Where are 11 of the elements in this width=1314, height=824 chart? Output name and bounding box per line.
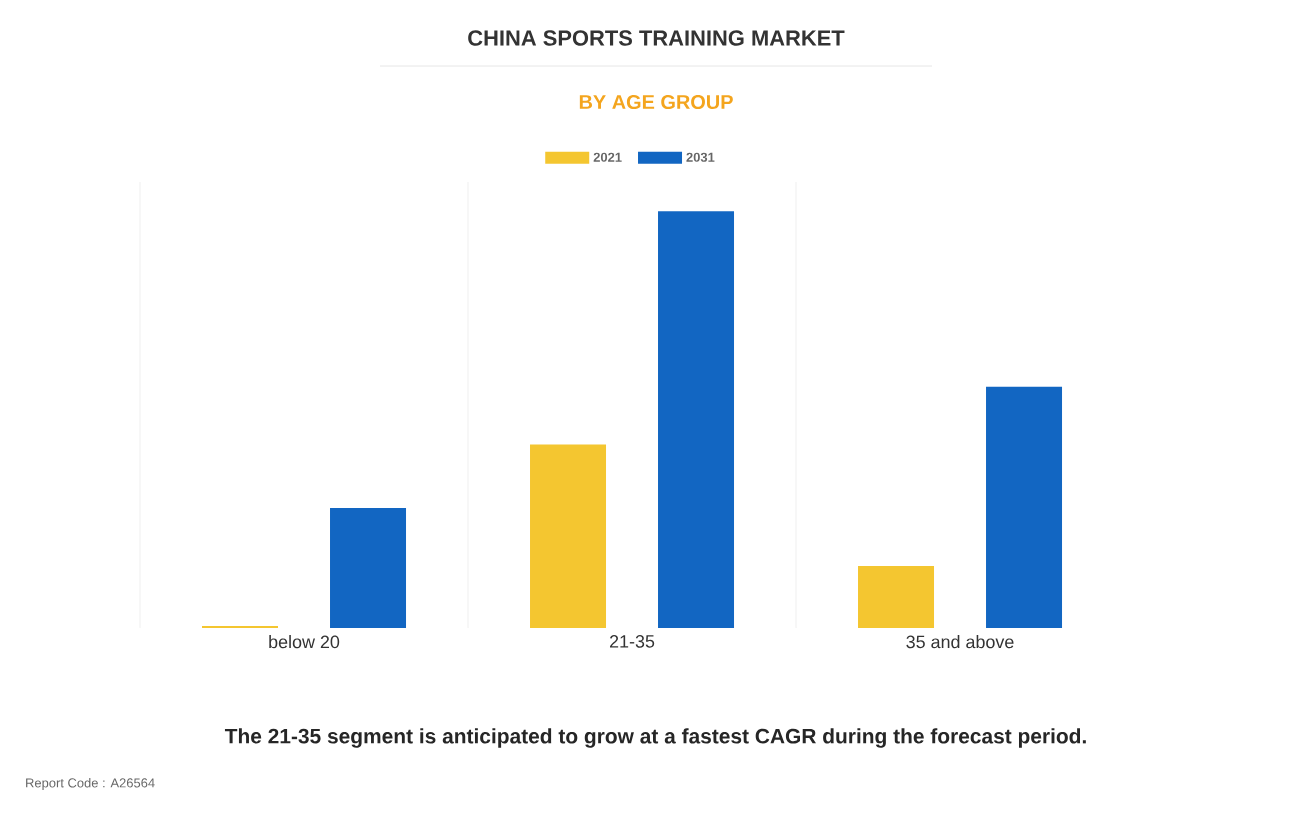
chart-title: CHINA SPORTS TRAINING MARKET	[468, 30, 845, 46]
bar	[986, 386, 1063, 628]
bar	[330, 507, 407, 628]
x-tick-label: below 20	[269, 635, 340, 649]
x-tick-label: 21-35	[609, 635, 655, 648]
chart-subtitle: BY AGE GROUP	[579, 94, 733, 110]
bar	[530, 444, 607, 628]
x-tick-label: 35 and above	[906, 635, 1014, 649]
bar	[858, 565, 935, 628]
bar	[658, 211, 735, 628]
text: The 21-35 segment is anticipated to grow at a fastest CAGR during the forecast period.	[224, 728, 1086, 748]
